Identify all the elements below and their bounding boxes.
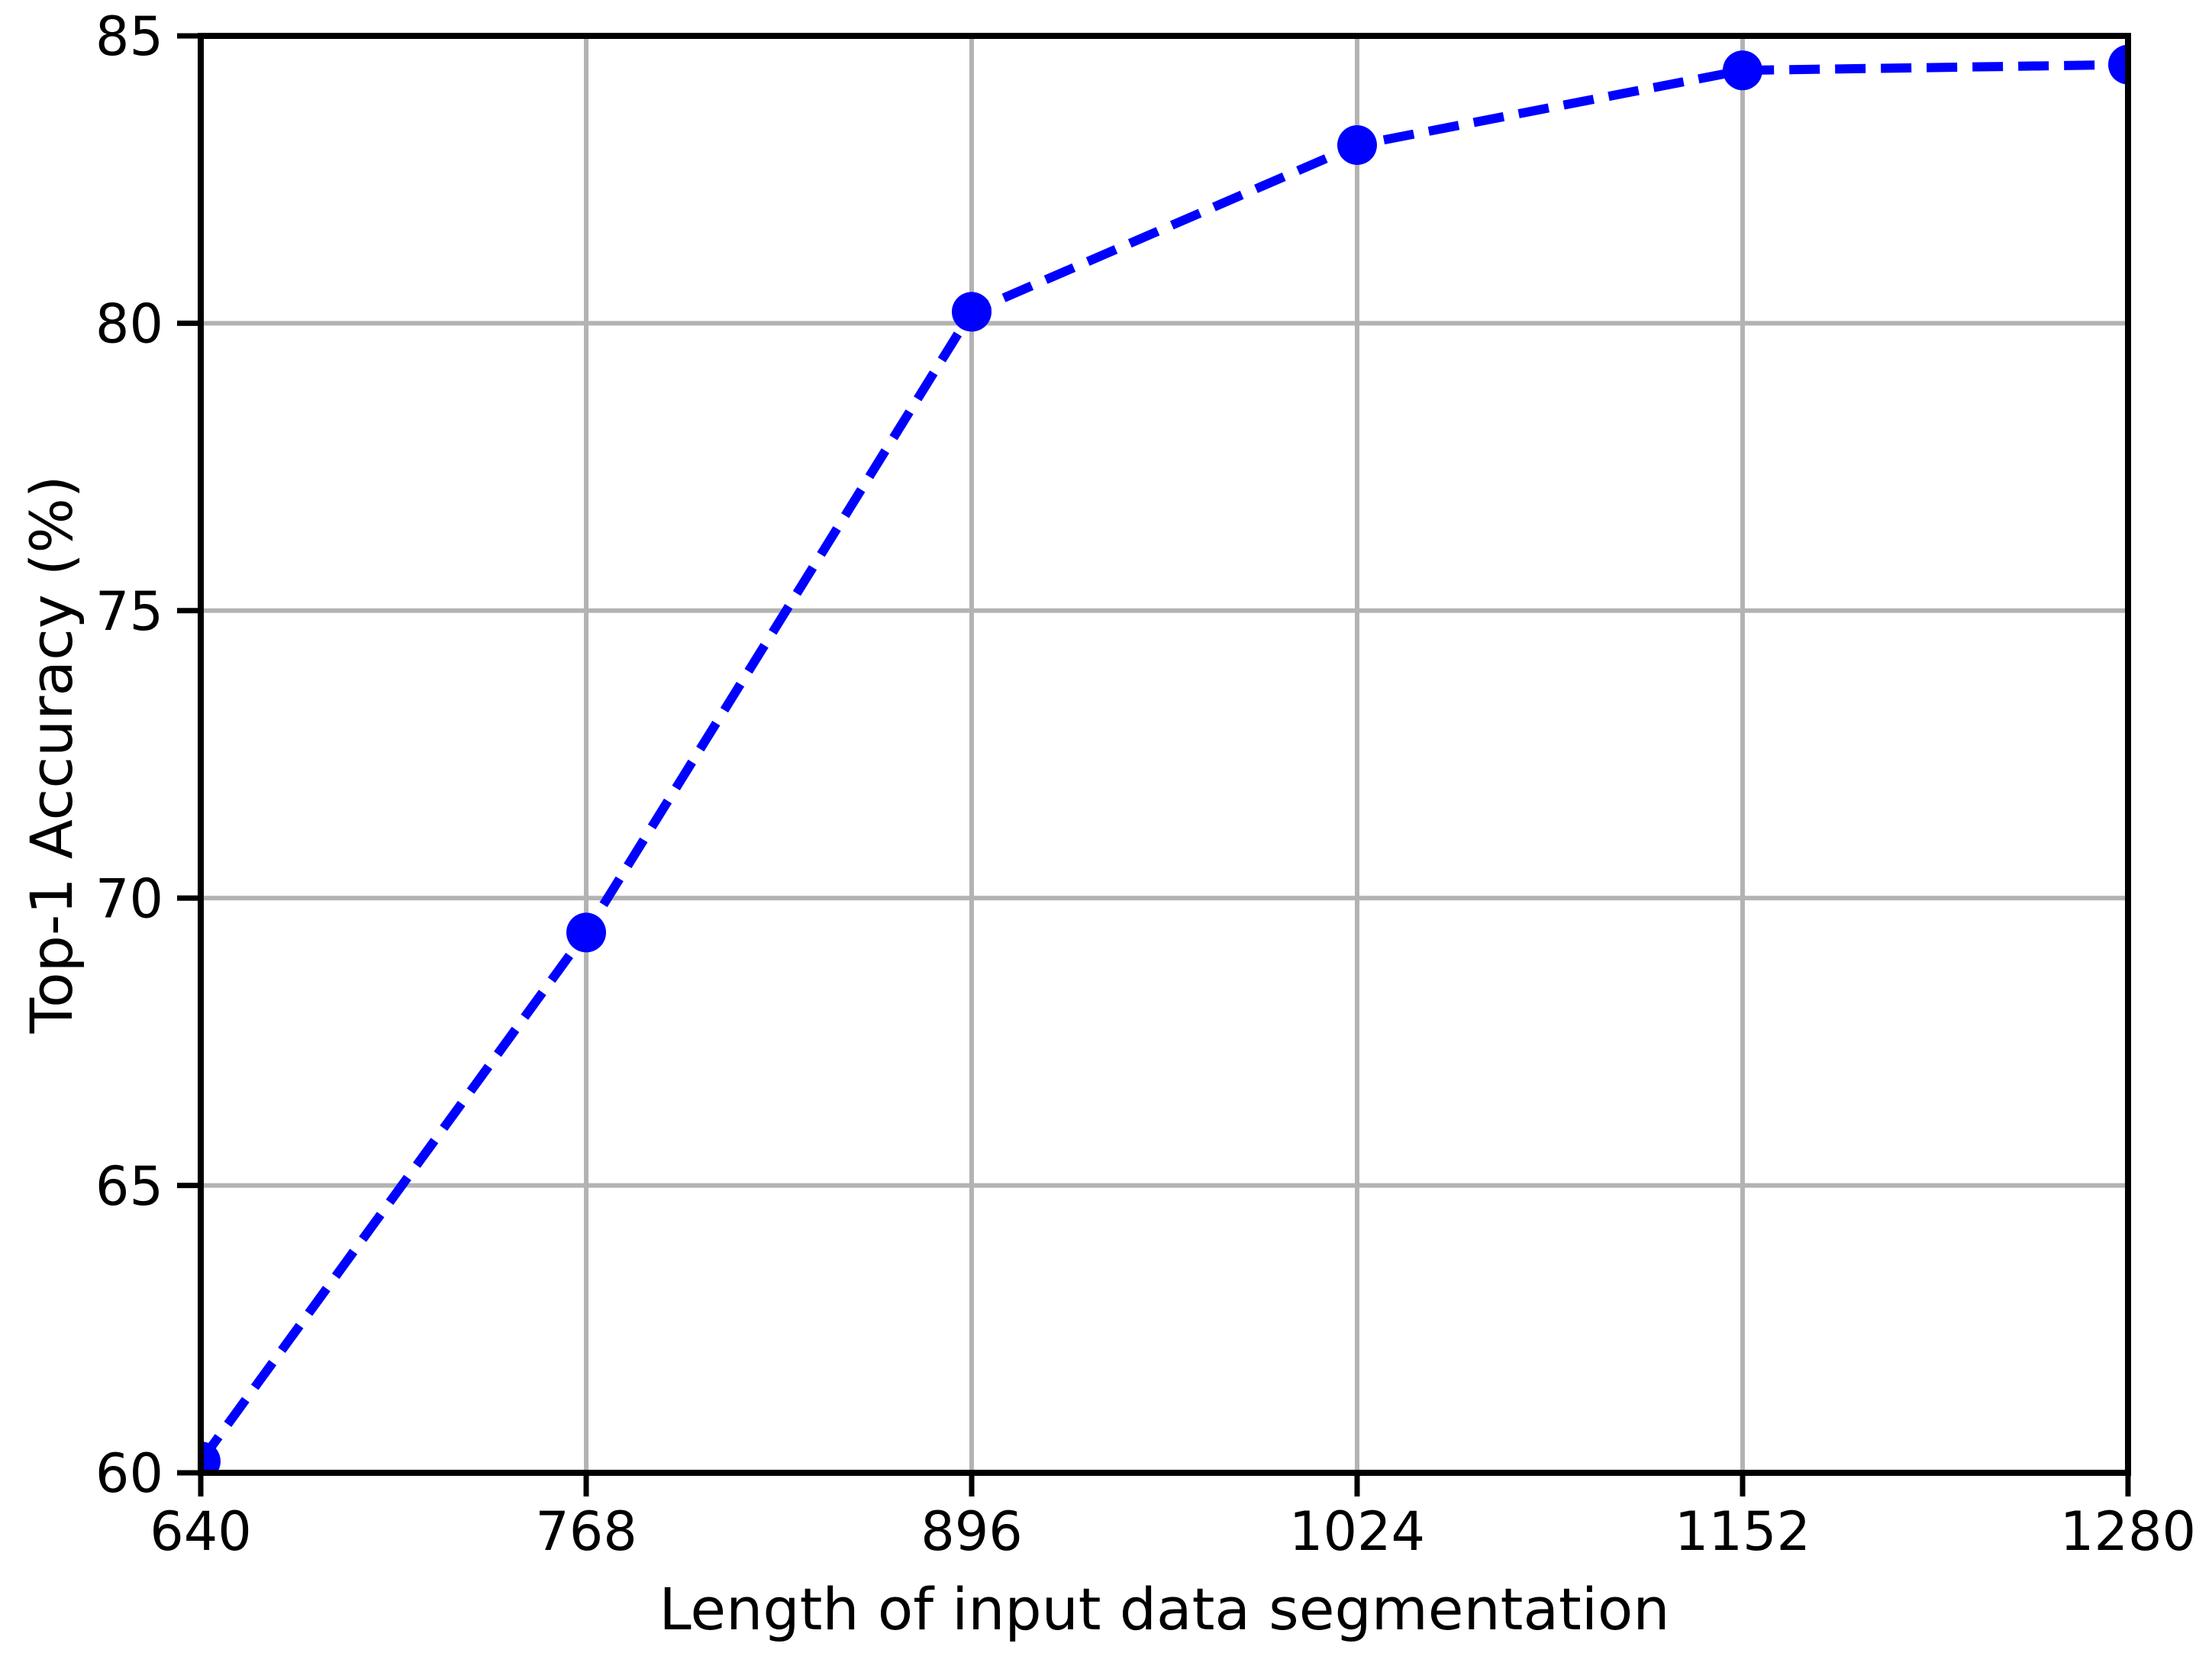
y-tick-label: 85 bbox=[95, 5, 163, 68]
y-tick-label: 70 bbox=[95, 867, 163, 930]
y-axis-label: Top-1 Accuracy (%) bbox=[18, 475, 85, 1034]
x-tick-label: 640 bbox=[150, 1500, 252, 1563]
x-axis-label: Length of input data segmentation bbox=[659, 1575, 1670, 1643]
data-point-marker bbox=[952, 292, 992, 332]
y-tick-label: 65 bbox=[95, 1155, 163, 1218]
x-tick-label: 896 bbox=[921, 1500, 1023, 1563]
data-point-marker bbox=[1337, 125, 1377, 166]
series-line bbox=[201, 60, 2128, 1464]
data-point-marker bbox=[566, 912, 606, 953]
data-point-marker bbox=[1723, 50, 1762, 91]
y-tick-label: 75 bbox=[95, 580, 163, 643]
x-tick-label: 1152 bbox=[1675, 1500, 1811, 1563]
x-tick-label: 768 bbox=[535, 1500, 637, 1563]
y-tick-label: 80 bbox=[95, 293, 163, 356]
x-tick-label: 1024 bbox=[1289, 1500, 1425, 1563]
data-series bbox=[201, 44, 2128, 1473]
y-tick-label: 60 bbox=[95, 1442, 163, 1505]
plot-border bbox=[198, 33, 2131, 1476]
data-point-marker bbox=[201, 1441, 221, 1473]
x-tick-label: 1280 bbox=[2060, 1500, 2196, 1563]
data-point-marker bbox=[2108, 44, 2128, 85]
